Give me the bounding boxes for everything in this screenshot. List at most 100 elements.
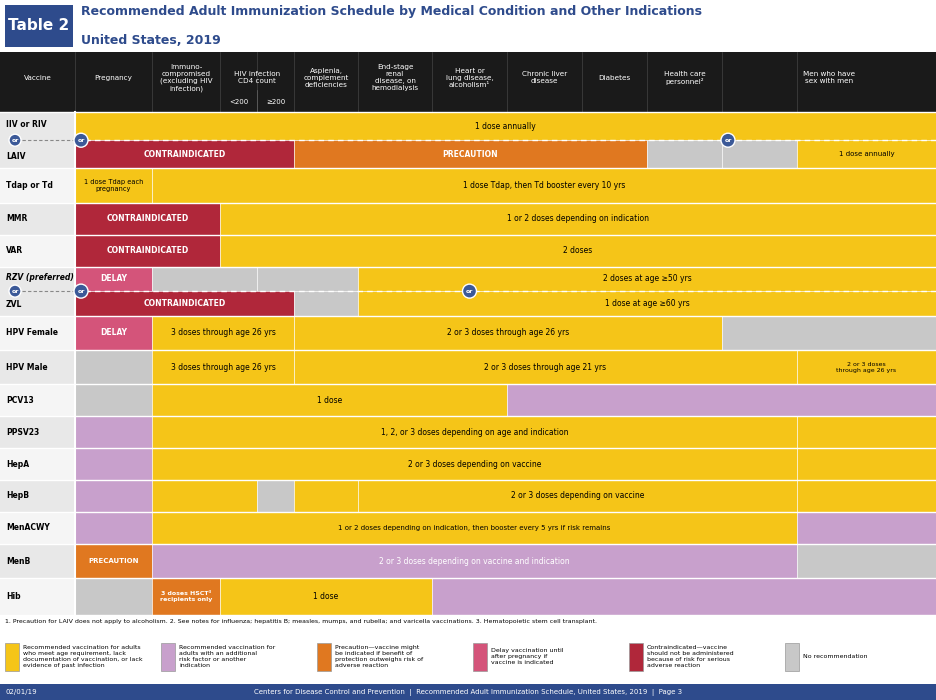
- Bar: [75, 578, 152, 615]
- Bar: [257, 480, 294, 512]
- Text: 3 doses through age 26 yrs: 3 doses through age 26 yrs: [170, 328, 275, 337]
- Text: 1 dose: 1 dose: [314, 592, 339, 601]
- Bar: [152, 316, 294, 350]
- Text: 1 or 2 doses depending on indication, then booster every 5 yrs if risk remains: 1 or 2 doses depending on indication, th…: [338, 525, 610, 531]
- Bar: [358, 480, 797, 512]
- Bar: [75, 448, 152, 480]
- Text: 3 doses through age 26 yrs: 3 doses through age 26 yrs: [170, 363, 275, 372]
- Bar: [294, 316, 722, 350]
- Text: 2 or 3 doses
through age 26 yrs: 2 or 3 doses through age 26 yrs: [837, 362, 897, 372]
- Bar: [75, 140, 294, 169]
- Bar: [152, 512, 797, 544]
- Bar: [294, 350, 797, 384]
- Bar: [797, 416, 936, 448]
- Bar: [432, 578, 936, 615]
- Bar: [0, 544, 936, 578]
- Bar: [473, 643, 487, 671]
- Text: Health care
personnel²: Health care personnel²: [664, 71, 706, 85]
- Text: Asplenia,
complement
deficiencies: Asplenia, complement deficiencies: [303, 68, 349, 88]
- Text: or: or: [11, 288, 19, 293]
- Bar: [75, 350, 152, 384]
- Bar: [0, 169, 936, 203]
- Text: 1 dose Tdap, then Td booster every 10 yrs: 1 dose Tdap, then Td booster every 10 yr…: [462, 181, 625, 190]
- Bar: [75, 169, 152, 203]
- Text: PRECAUTION: PRECAUTION: [88, 558, 139, 564]
- Text: or: or: [78, 138, 84, 143]
- Bar: [0, 234, 936, 267]
- Text: Chronic liver
disease: Chronic liver disease: [522, 71, 567, 84]
- Bar: [75, 112, 936, 140]
- Bar: [294, 480, 358, 512]
- Text: Immuno-
compromised
(excluding HIV
infection): Immuno- compromised (excluding HIV infec…: [160, 64, 212, 92]
- Bar: [722, 316, 936, 350]
- Text: Delay vaccination until
after pregnancy if
vaccine is indicated: Delay vaccination until after pregnancy …: [491, 648, 563, 665]
- Circle shape: [74, 133, 88, 147]
- Text: 2 or 3 doses depending on vaccine: 2 or 3 doses depending on vaccine: [511, 491, 644, 500]
- Bar: [75, 416, 152, 448]
- Text: 1 dose Tdap each
pregnancy: 1 dose Tdap each pregnancy: [84, 179, 143, 192]
- Text: HPV Male: HPV Male: [6, 363, 48, 372]
- Bar: [0, 203, 936, 235]
- Bar: [152, 384, 507, 416]
- Text: Pregnancy: Pregnancy: [95, 75, 132, 80]
- Circle shape: [9, 134, 21, 146]
- Bar: [220, 578, 432, 615]
- Text: PRECAUTION: PRECAUTION: [443, 150, 498, 159]
- Bar: [797, 544, 936, 578]
- Bar: [161, 643, 175, 671]
- Bar: [257, 267, 358, 291]
- Text: MenB: MenB: [6, 556, 30, 566]
- Text: Tdap or Td: Tdap or Td: [6, 181, 52, 190]
- Bar: [152, 544, 797, 578]
- Text: 02/01/19: 02/01/19: [5, 689, 37, 695]
- Bar: [75, 544, 152, 578]
- Bar: [0, 350, 936, 384]
- Bar: [294, 140, 647, 169]
- Bar: [75, 291, 294, 316]
- Bar: [0, 384, 936, 416]
- Text: 1 dose: 1 dose: [317, 395, 343, 405]
- Bar: [152, 480, 257, 512]
- Text: Vaccine: Vaccine: [23, 75, 51, 80]
- Bar: [5, 643, 19, 671]
- Text: 2 or 3 doses depending on vaccine: 2 or 3 doses depending on vaccine: [408, 460, 541, 468]
- Text: Diabetes: Diabetes: [598, 75, 631, 80]
- Bar: [0, 316, 936, 350]
- Bar: [797, 350, 936, 384]
- Text: Recommended vaccination for adults
who meet age requirement, lack
documentation : Recommended vaccination for adults who m…: [23, 645, 142, 668]
- Text: LAIV: LAIV: [6, 151, 25, 160]
- Text: 1 dose at age ≥60 yrs: 1 dose at age ≥60 yrs: [605, 299, 690, 308]
- Bar: [152, 350, 294, 384]
- Bar: [75, 384, 152, 416]
- Text: 2 or 3 doses through age 26 yrs: 2 or 3 doses through age 26 yrs: [446, 328, 569, 337]
- Text: Recommended vaccination for
adults with an additional
risk factor or another
ind: Recommended vaccination for adults with …: [179, 645, 275, 668]
- Bar: [0, 629, 936, 684]
- Text: End-stage
renal
disease, on
hemodialysis: End-stage renal disease, on hemodialysis: [372, 64, 418, 91]
- Bar: [722, 140, 797, 169]
- Text: Hib: Hib: [6, 592, 21, 601]
- Text: 2 or 3 doses depending on vaccine and indication: 2 or 3 doses depending on vaccine and in…: [379, 556, 570, 566]
- Text: MMR: MMR: [6, 214, 27, 223]
- Text: No recommendation: No recommendation: [803, 654, 868, 659]
- Bar: [0, 52, 936, 112]
- Bar: [0, 512, 936, 544]
- Bar: [317, 643, 331, 671]
- Text: PCV13: PCV13: [6, 395, 34, 405]
- Bar: [0, 578, 936, 615]
- Bar: [797, 140, 936, 169]
- Text: CONTRAINDICATED: CONTRAINDICATED: [107, 246, 189, 255]
- Circle shape: [9, 285, 21, 297]
- Bar: [0, 0, 936, 52]
- Bar: [358, 291, 936, 316]
- Bar: [5, 5, 73, 47]
- Text: 2 or 3 doses through age 21 yrs: 2 or 3 doses through age 21 yrs: [485, 363, 607, 372]
- Bar: [647, 140, 722, 169]
- Text: HepB: HepB: [6, 491, 29, 500]
- Bar: [75, 480, 152, 512]
- Bar: [0, 684, 936, 700]
- Bar: [75, 267, 152, 291]
- Text: Men who have
sex with men: Men who have sex with men: [803, 71, 856, 84]
- Bar: [75, 512, 152, 544]
- Text: DELAY: DELAY: [100, 328, 127, 337]
- Bar: [0, 267, 936, 316]
